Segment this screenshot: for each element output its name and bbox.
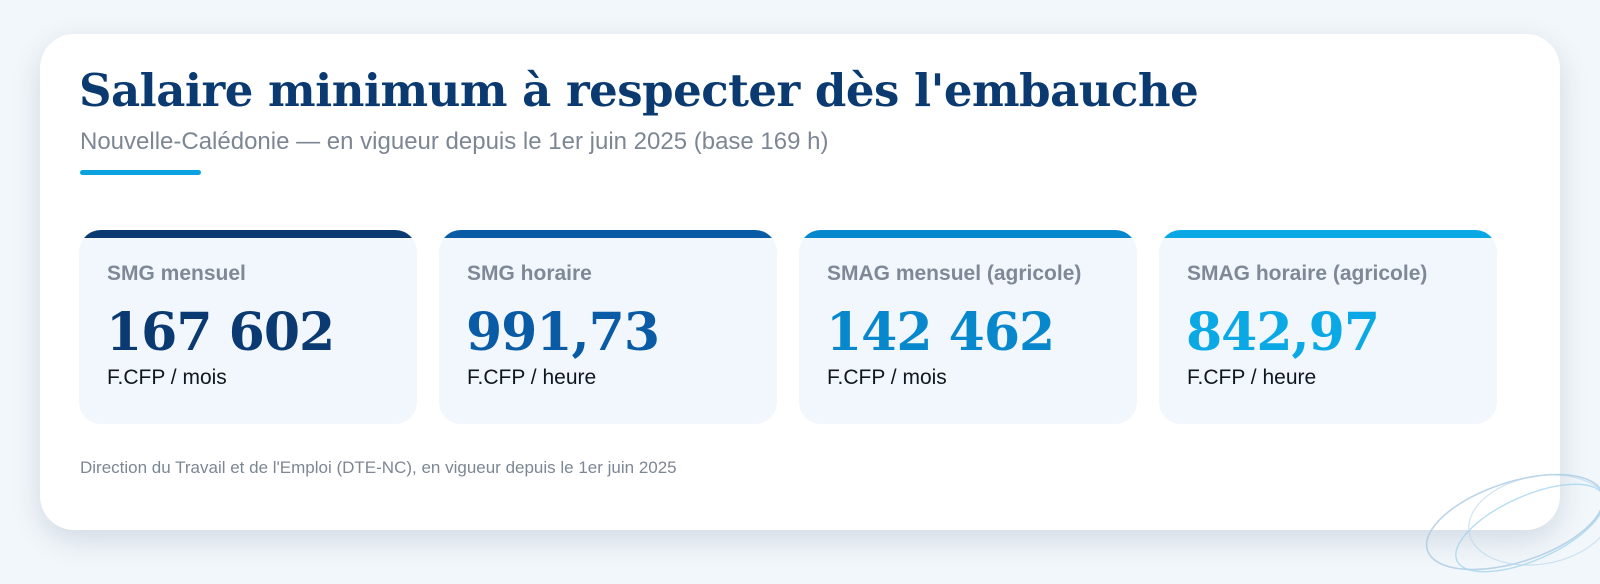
- title-accent-line: [80, 170, 201, 175]
- wage-tile-smg-hourly: SMG horaire 991,73 F.CFP / heure: [439, 230, 777, 424]
- tile-color-bar: [799, 230, 1137, 238]
- tile-value: 142 462: [826, 302, 1055, 363]
- tile-color-bar: [1159, 230, 1497, 238]
- tile-unit: F.CFP / mois: [107, 366, 227, 389]
- page-title: Salaire minimum à respecter dès l'embauc…: [79, 64, 1199, 117]
- concentric-ellipses-decoration-icon: [1425, 473, 1600, 573]
- tile-label: SMAG horaire (agricole): [1187, 262, 1428, 285]
- wage-tile-smag-hourly: SMAG horaire (agricole) 842,97 F.CFP / h…: [1159, 230, 1497, 424]
- tile-unit: F.CFP / heure: [467, 366, 597, 389]
- tile-color-bar: [79, 230, 417, 238]
- tile-value: 842,97: [1186, 302, 1380, 363]
- tile-label: SMG mensuel: [107, 262, 246, 285]
- source-footnote: Direction du Travail et de l'Emploi (DTE…: [80, 458, 677, 477]
- wage-tile-smag-monthly: SMAG mensuel (agricole) 142 462 F.CFP / …: [799, 230, 1137, 424]
- wage-tile-smg-monthly: SMG mensuel 167 602 F.CFP / mois: [79, 230, 417, 424]
- tile-unit: F.CFP / mois: [827, 366, 947, 389]
- tile-value: 167 602: [106, 302, 335, 363]
- tile-value: 991,73: [466, 302, 660, 363]
- tile-color-bar: [439, 230, 777, 238]
- summary-card: Salaire minimum à respecter dès l'embauc…: [40, 34, 1560, 530]
- tile-unit: F.CFP / heure: [1187, 366, 1317, 389]
- tile-label: SMG horaire: [467, 262, 592, 285]
- tile-label: SMAG mensuel (agricole): [827, 262, 1082, 285]
- page-subtitle: Nouvelle-Calédonie — en vigueur depuis l…: [80, 128, 829, 155]
